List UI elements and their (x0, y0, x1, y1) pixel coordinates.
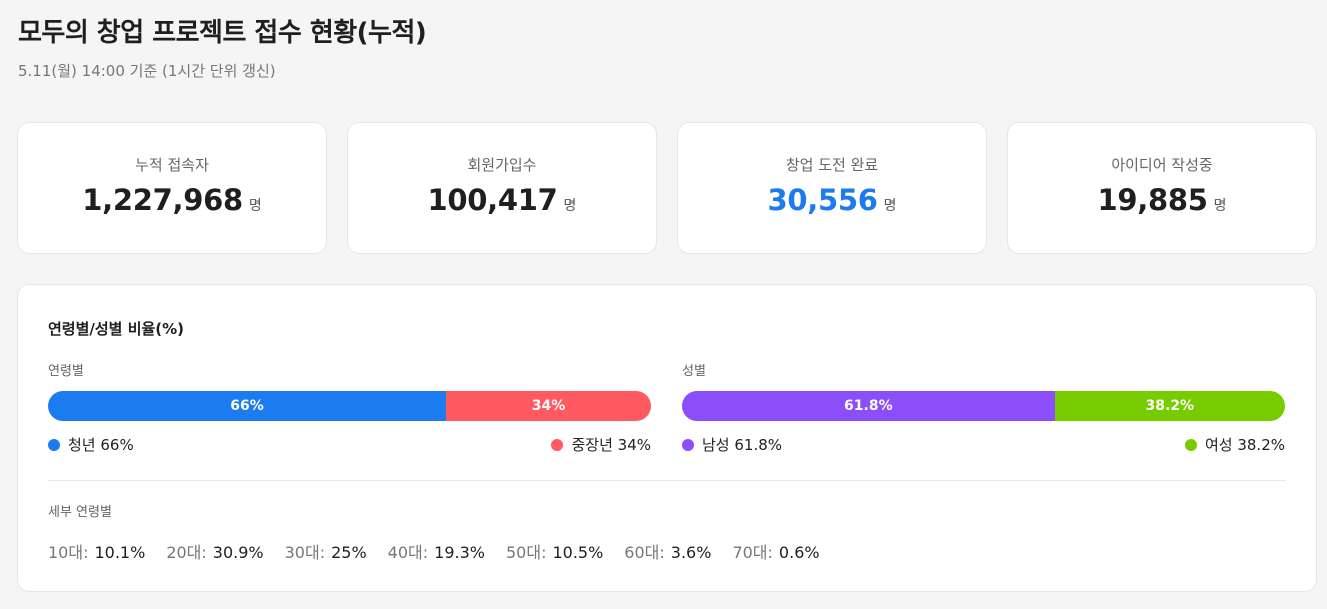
detail-value: 3.6% (670, 543, 712, 562)
detail-value: 0.6% (778, 543, 820, 562)
detail-key: 30대: (284, 543, 326, 562)
detail-item-60s: 60대: 3.6% (624, 539, 711, 563)
legend-item-male: 남성 61.8% (682, 434, 782, 455)
legend-text: 여성 38.2% (1204, 436, 1285, 454)
age-group: 연령별 66% 34% 청년 66% 중장년 34% (48, 360, 651, 455)
detail-value: 10.5% (552, 543, 604, 562)
stat-unit: 명 (563, 197, 577, 214)
age-segment-middle-aged: 34% (445, 391, 651, 421)
detail-age-label: 세부 연령별 (48, 505, 112, 520)
legend-dot-icon (1184, 438, 1197, 451)
stat-label: 누적 접속자 (135, 155, 209, 174)
legend-item-middle-aged: 중장년 34% (551, 434, 651, 455)
stat-label: 창업 도전 완료 (785, 155, 879, 174)
legend-dot-icon (551, 438, 564, 451)
detail-key: 40대: (387, 543, 429, 562)
detail-value: 30.9% (212, 543, 264, 562)
stat-value: 19,885 (1097, 182, 1208, 217)
gender-segment-female: 38.2% (1054, 391, 1285, 421)
ratio-panel: 연령별/성별 비율(%) 연령별 66% 34% 청년 66% 중장년 34% … (17, 284, 1317, 592)
stat-label: 아이디어 작성중 (1111, 155, 1213, 174)
legend-text: 남성 61.8% (702, 436, 783, 454)
legend-dot-icon (682, 438, 694, 451)
legend-dot-icon (48, 438, 60, 451)
detail-value: 10.1% (94, 543, 146, 562)
page-title: 모두의 창업 프로젝트 접수 현황(누적) (18, 18, 427, 48)
legend-text: 중장년 34% (571, 436, 651, 454)
stat-value: 100,417 (427, 182, 558, 217)
stat-label: 회원가입수 (467, 155, 537, 174)
stat-card-signups: 회원가입수 100,417 명 (347, 122, 657, 254)
legend-item-youth: 청년 66% (48, 434, 134, 455)
stat-unit: 명 (248, 197, 262, 214)
gender-legend: 남성 61.8% 여성 38.2% (682, 434, 1285, 455)
stat-unit: 명 (883, 197, 897, 214)
stat-unit: 명 (1213, 197, 1227, 214)
detail-item-40s: 40대: 19.3% (388, 539, 485, 563)
detail-key: 50대: (505, 543, 547, 562)
gender-group-label: 성별 (682, 364, 706, 379)
page-subtitle: 5.11(월) 14:00 기준 (1시간 단위 갱신) (18, 62, 276, 80)
stat-value: 30,556 (767, 182, 878, 217)
stat-card-total-visitors: 누적 접속자 1,227,968 명 (17, 122, 327, 254)
age-segment-youth: 66% (48, 391, 446, 421)
detail-value: 19.3% (434, 543, 485, 562)
age-legend: 청년 66% 중장년 34% (48, 434, 651, 455)
gender-ratio-bar: 61.8% 38.2% (682, 391, 1285, 421)
stat-card-ideas-in-progress: 아이디어 작성중 19,885 명 (1007, 122, 1317, 254)
stat-value: 1,227,968 (82, 182, 243, 217)
detail-item-30s: 30대: 25% (285, 539, 367, 563)
legend-text: 청년 66% (68, 436, 134, 454)
detail-key: 20대: (166, 543, 207, 562)
gender-segment-male: 61.8% (682, 391, 1055, 421)
ratio-panel-title: 연령별/성별 비율(%) (48, 320, 185, 338)
detail-item-10s: 10대: 10.1% (48, 539, 145, 563)
detail-key: 10대: (48, 543, 89, 562)
gender-group: 성별 61.8% 38.2% 남성 61.8% 여성 38.2% (682, 360, 1285, 455)
detail-item-50s: 50대: 10.5% (506, 539, 603, 563)
detail-age-row: 10대: 10.1% 20대: 30.9% 30대: 25% 40대: 19.3% 50… (48, 539, 820, 563)
detail-key: 60대: (624, 543, 665, 562)
detail-item-70s: 70대: 0.6% (732, 539, 819, 563)
stat-card-challenge-complete: 창업 도전 완료 30,556 명 (677, 122, 987, 254)
age-group-label: 연령별 (48, 364, 84, 379)
detail-value: 25% (331, 543, 367, 562)
detail-item-20s: 20대: 30.9% (166, 539, 263, 563)
section-divider (48, 480, 1286, 481)
age-ratio-bar: 66% 34% (48, 391, 651, 421)
stats-row: 누적 접속자 1,227,968 명 회원가입수 100,417 명 창업 도전… (17, 122, 1317, 254)
detail-key: 70대: (732, 543, 773, 562)
legend-item-female: 여성 38.2% (1184, 434, 1285, 455)
